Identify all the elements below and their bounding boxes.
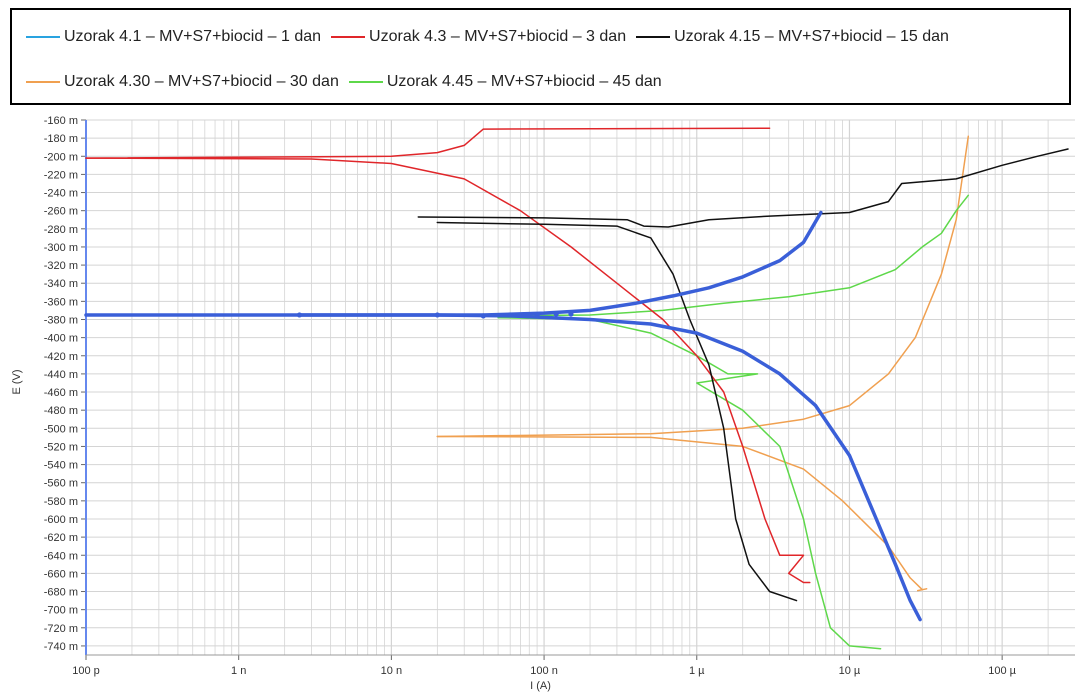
y-tick-label: -640 m [44,550,78,562]
series-line-4-branch-1 [497,316,882,650]
data-marker [480,313,486,319]
y-tick-label: -520 m [44,441,78,453]
y-tick-label: -220 m [44,169,78,181]
y-tick-label: -440 m [44,369,78,381]
legend-label-3-dan: Uzorak 4.3 – MV+S7+biocid – 3 dan [369,28,627,45]
x-tick-label: 100 n [530,665,558,677]
y-tick-label: -300 m [44,242,78,254]
y-tick-label: -600 m [44,514,78,526]
chart-axes [81,119,1075,660]
y-tick-label: -620 m [44,532,78,544]
y-tick-label: -560 m [44,478,78,490]
y-tick-label: -720 m [44,623,78,635]
series-line-1-branch-1 [85,157,811,584]
y-tick-label: -160 m [44,115,78,127]
y-tick-label: -660 m [44,568,78,580]
y-tick-label: -360 m [44,296,78,308]
y-tick-label: -320 m [44,260,78,272]
data-marker [534,312,540,318]
series-line-4-branch-0 [497,194,970,317]
y-tick-label: -580 m [44,496,78,508]
x-axis-label: I (A) [530,680,551,692]
y-tick-label: -240 m [44,188,78,200]
legend-swatch-30-dan [26,81,60,83]
y-tick-label: -400 m [44,333,78,345]
legend-row-2: Uzorak 4.30 – MV+S7+biocid – 30 dan Uzor… [26,70,672,94]
chart-grid [85,119,1075,655]
series-line-3-branch-0 [436,135,970,438]
legend-item-45-dan: Uzorak 4.45 – MV+S7+biocid – 45 dan [348,73,662,91]
series-line-3-branch-1 [436,435,928,592]
polarization-chart: I (A) E (V) -160 m -180 m -200 m -220 m -240… [11,115,1075,692]
legend-label-1-dan: Uzorak 4.1 – MV+S7+biocid – 1 dan [64,28,322,45]
legend-swatch-3-dan [331,36,366,38]
data-marker [568,311,574,317]
y-tick-label: -280 m [44,224,78,236]
y-tick-label: -700 m [44,605,78,617]
y-tick-label: -740 m [44,641,78,653]
legend-item-30-dan: Uzorak 4.30 – MV+S7+biocid – 30 dan [26,73,339,91]
legend-swatch-45-dan [348,81,383,83]
series-line-2-branch-0 [417,148,1069,228]
series-line-1-branch-0 [85,127,771,159]
series-line-0-branch-0 [84,210,823,317]
chart-markers [296,311,574,319]
legend-label-30-dan: Uzorak 4.30 – MV+S7+biocid – 30 dan [64,73,339,90]
x-tick-label: 10 µ [839,665,861,677]
legend-row-1: Uzorak 4.1 – MV+S7+biocid – 1 dan Uzorak… [26,25,959,49]
legend-swatch-15-dan [636,36,671,38]
y-tick-label: -380 m [44,314,78,326]
y-tick-label: -540 m [44,460,78,472]
legend-swatch-1-dan [26,36,60,38]
data-marker [553,311,559,317]
chart-series [84,127,1069,650]
x-tick-label: 1 n [231,665,246,677]
data-marker [507,312,513,318]
y-tick-label: -420 m [44,351,78,363]
y-tick-label: -200 m [44,151,78,163]
x-tick-label: 1 µ [689,665,705,677]
y-tick-label: -500 m [44,423,78,435]
chart-legend: Uzorak 4.1 – MV+S7+biocid – 1 dan Uzorak… [10,8,1071,105]
y-axis-label: E (V) [11,369,23,394]
series-line-0-branch-1 [297,313,922,622]
x-tick-label: 100 µ [988,665,1016,677]
x-tick-label: 100 p [72,665,100,677]
y-tick-label: -260 m [44,206,78,218]
x-tick-label: 10 n [381,665,402,677]
legend-label-15-dan: Uzorak 4.15 – MV+S7+biocid – 15 dan [674,28,949,45]
chart-labels: I (A) E (V) -160 m -180 m -200 m -220 m -240… [11,115,1017,692]
y-tick-label: -340 m [44,278,78,290]
legend-item-1-dan: Uzorak 4.1 – MV+S7+biocid – 1 dan [26,28,321,46]
y-tick-label: -680 m [44,587,78,599]
legend-item-15-dan: Uzorak 4.15 – MV+S7+biocid – 15 dan [636,28,949,46]
y-tick-label: -480 m [44,405,78,417]
y-tick-label: -460 m [44,387,78,399]
y-tick-label: -180 m [44,133,78,145]
data-marker [434,312,440,318]
legend-item-3-dan: Uzorak 4.3 – MV+S7+biocid – 3 dan [331,28,626,46]
series-line-2-branch-1 [436,221,798,602]
legend-label-45-dan: Uzorak 4.45 – MV+S7+biocid – 45 dan [386,73,662,90]
data-marker [296,312,303,318]
